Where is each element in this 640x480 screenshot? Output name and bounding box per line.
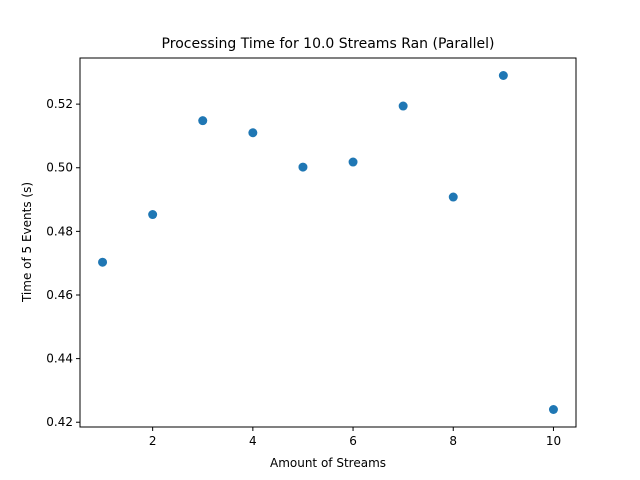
y-axis-label: Time of 5 Events (s): [20, 182, 34, 303]
y-tick-label: 0.46: [46, 288, 73, 302]
data-point: [548, 405, 558, 415]
y-tick-label: 0.52: [46, 97, 73, 111]
x-tick-label: 10: [546, 434, 561, 448]
y-axis: 0.42 0.44 0.46 0.48 0.50 0.52: [46, 97, 80, 429]
data-point: [448, 192, 458, 202]
data-point: [248, 128, 258, 138]
data-point: [348, 157, 358, 167]
data-point: [498, 70, 508, 80]
x-tick-label: 4: [249, 434, 257, 448]
data-point: [298, 162, 308, 172]
data-point: [198, 116, 208, 126]
y-tick-label: 0.42: [46, 415, 73, 429]
data-point: [398, 101, 408, 111]
x-axis: 2 4 6 8 10: [149, 427, 561, 448]
axes-frame: [79, 57, 577, 428]
data-points: [98, 70, 558, 415]
chart-title: Processing Time for 10.0 Streams Ran (Pa…: [162, 36, 495, 52]
x-tick-label: 2: [149, 434, 157, 448]
data-point: [98, 257, 108, 267]
y-tick-label: 0.48: [46, 224, 73, 238]
y-tick-label: 0.44: [46, 352, 73, 366]
x-tick-label: 8: [449, 434, 457, 448]
x-tick-label: 6: [349, 434, 357, 448]
data-point: [148, 210, 158, 220]
y-tick-label: 0.50: [46, 161, 73, 175]
x-axis-label: Amount of Streams: [270, 456, 386, 470]
